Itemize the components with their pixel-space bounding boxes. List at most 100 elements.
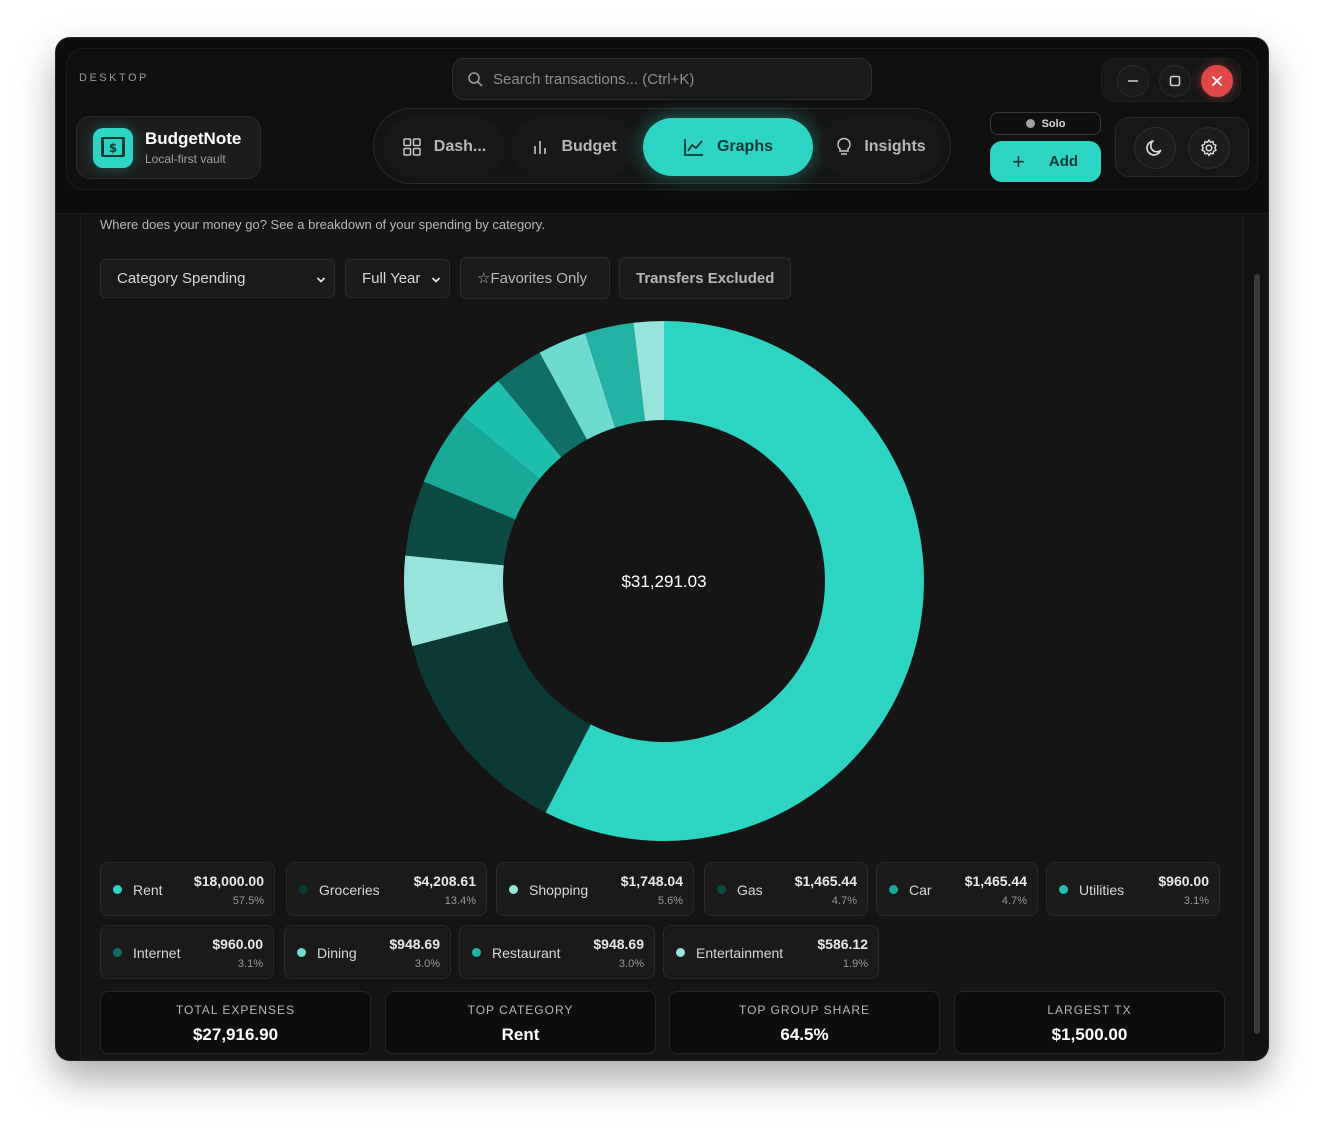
tab-budget[interactable]: Budget: [512, 118, 636, 176]
favorites-only-toggle[interactable]: ☆Favorites Only: [460, 257, 610, 299]
tab-label: Dash...: [433, 138, 487, 155]
add-transaction-button[interactable]: + Add: [990, 141, 1101, 182]
chart-type-value: Category Spending: [117, 270, 246, 287]
platform-label: DESKTOP: [79, 72, 149, 84]
legend-amount: $586.12: [817, 936, 868, 952]
legend-amount: $1,748.04: [620, 873, 683, 889]
legend-swatch: [717, 885, 726, 894]
stat-value: Rent: [501, 1025, 540, 1044]
donut-slice-rent[interactable]: [545, 321, 925, 841]
legend-amount: $948.69: [593, 936, 644, 952]
close-button[interactable]: [1201, 65, 1233, 97]
legend-item-internet[interactable]: Internet $960.00 3.1%: [100, 925, 274, 979]
donut-slice-internet[interactable]: [498, 352, 587, 457]
stat-label: TOTAL EXPENSES: [175, 1003, 296, 1017]
donut-slice-gas[interactable]: [405, 481, 516, 566]
legend-swatch: [889, 885, 898, 894]
search-box[interactable]: Search transactions... (Ctrl+K): [452, 58, 872, 100]
chart-type-select[interactable]: Category Spending: [100, 259, 335, 298]
settings-button[interactable]: [1188, 127, 1230, 169]
maximize-button[interactable]: [1159, 65, 1191, 97]
add-button-label: Add: [1048, 153, 1079, 170]
page-scrollbar[interactable]: [1254, 274, 1260, 1034]
donut-slice-dining[interactable]: [539, 333, 616, 440]
mode-badge-label: Solo: [1041, 117, 1066, 130]
stat-largest-tx: LARGEST TX $1,500.00: [954, 991, 1225, 1054]
tab-insights[interactable]: Insights: [820, 118, 942, 176]
donut-slice-entertainment[interactable]: [633, 321, 664, 422]
stat-label: TOP CATEGORY: [467, 1003, 574, 1017]
legend-percent: 3.0%: [414, 958, 440, 970]
app-window: DESKTOP Search transactions... (Ctrl+K) …: [56, 38, 1268, 1060]
legend-label: Entertainment: [696, 945, 784, 961]
stat-total-expenses: TOTAL EXPENSES $27,916.90: [100, 991, 371, 1054]
stat-value: 64.5%: [780, 1025, 829, 1044]
gear-icon: [1201, 139, 1217, 157]
budget-book-icon: $: [93, 127, 133, 168]
legend-percent: 3.1%: [237, 958, 263, 970]
legend-amount: $4,208.61: [413, 873, 476, 889]
svg-text:$: $: [109, 141, 117, 155]
stat-value: $27,916.90: [192, 1025, 279, 1044]
tab-label: Insights: [864, 138, 926, 155]
donut-slice-car[interactable]: [423, 416, 540, 520]
legend-item-gas[interactable]: Gas $1,465.44 4.7%: [704, 862, 868, 916]
legend-item-entertainment[interactable]: Entertainment $586.12 1.9%: [663, 925, 879, 979]
graphs-page: Where does your money go? See a breakdow…: [80, 214, 1244, 1060]
legend-item-rent[interactable]: Rent $18,000.00 57.5%: [100, 862, 275, 916]
legend-percent: 3.0%: [618, 958, 644, 970]
legend-item-car[interactable]: Car $1,465.44 4.7%: [876, 862, 1038, 916]
legend-amount: $960.00: [212, 936, 263, 952]
stat-value: $1,500.00: [1051, 1025, 1128, 1044]
legend-percent: 5.6%: [657, 895, 683, 907]
stat-label: TOP GROUP SHARE: [738, 1003, 871, 1017]
stat-top-group-share: TOP GROUP SHARE 64.5%: [669, 991, 940, 1054]
legend-label: Rent: [133, 882, 163, 898]
tab-label: Budget: [561, 138, 617, 155]
bar-chart-icon: [534, 141, 547, 154]
legend-item-shopping[interactable]: Shopping $1,748.04 5.6%: [496, 862, 694, 916]
legend-amount: $18,000.00: [193, 873, 264, 889]
legend-amount: $948.69: [389, 936, 440, 952]
period-value: Full Year: [362, 270, 421, 287]
legend-label: Restaurant: [492, 945, 561, 961]
legend-amount: $1,465.44: [964, 873, 1027, 889]
transfers-excluded-toggle[interactable]: Transfers Excluded: [619, 257, 791, 299]
minimize-button[interactable]: [1117, 65, 1149, 97]
legend-swatch: [113, 948, 122, 957]
mode-badge[interactable]: Solo: [990, 112, 1101, 135]
transfers-excluded-label: Transfers Excluded: [636, 269, 775, 287]
top-bar: DESKTOP Search transactions... (Ctrl+K) …: [56, 38, 1268, 214]
donut-slice-restaurant[interactable]: [585, 322, 646, 428]
period-select[interactable]: Full Year: [345, 259, 450, 298]
brand-subtitle: Local-first vault: [145, 152, 226, 166]
legend-item-utilities[interactable]: Utilities $960.00 3.1%: [1046, 862, 1220, 916]
legend-label: Dining: [317, 945, 357, 961]
legend-item-groceries[interactable]: Groceries $4,208.61 13.4%: [286, 862, 487, 916]
lightbulb-icon: [837, 137, 852, 155]
legend-amount: $1,465.44: [794, 873, 857, 889]
stat-label: LARGEST TX: [1047, 1003, 1132, 1017]
search-icon: [468, 72, 483, 87]
legend-percent: 3.1%: [1183, 895, 1209, 907]
brand-card[interactable]: $ BudgetNote Local-first vault: [76, 116, 261, 179]
minimize-icon: [1128, 80, 1138, 82]
search-input[interactable]: Search transactions... (Ctrl+K): [493, 70, 695, 88]
donut-slice-shopping[interactable]: [404, 555, 509, 647]
main-tabs: Dash... Budget Graphs Insights: [373, 108, 951, 184]
donut-slice-groceries[interactable]: [412, 621, 591, 813]
tab-graphs[interactable]: Graphs: [643, 118, 813, 176]
legend-item-dining[interactable]: Dining $948.69 3.0%: [284, 925, 451, 979]
legend-swatch: [509, 885, 518, 894]
legend-swatch: [676, 948, 685, 957]
tab-dashboard[interactable]: Dash...: [384, 118, 504, 176]
theme-toggle-button[interactable]: [1134, 127, 1176, 169]
legend-label: Utilities: [1079, 882, 1125, 898]
category-donut-chart: $31,291.03: [404, 321, 925, 841]
donut-slice-utilities[interactable]: [462, 380, 562, 479]
close-icon: [1211, 75, 1223, 87]
legend-swatch: [113, 885, 122, 894]
legend-item-restaurant[interactable]: Restaurant $948.69 3.0%: [459, 925, 655, 979]
legend-label: Gas: [737, 882, 763, 898]
legend-label: Shopping: [529, 882, 589, 898]
